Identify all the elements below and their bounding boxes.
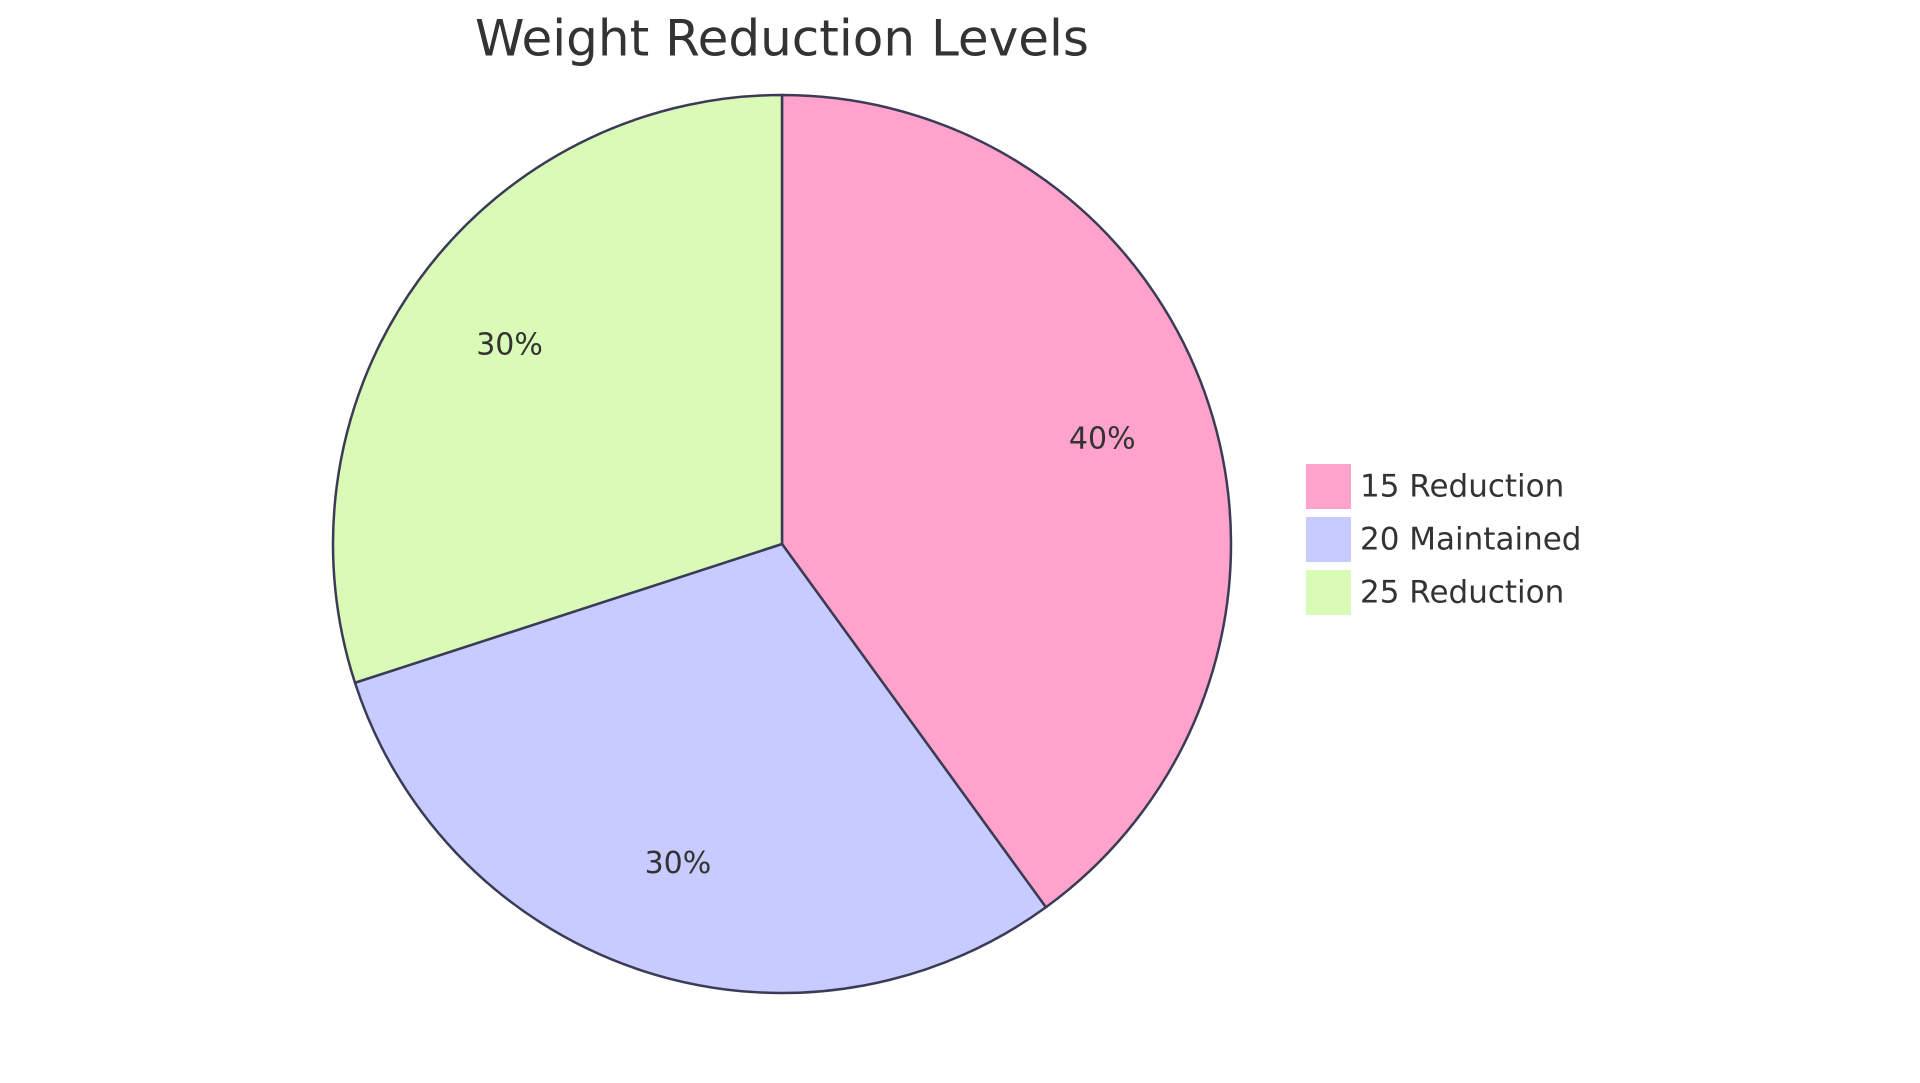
chart-title: Weight Reduction Levels [475,10,1089,68]
pie-slice [780,93,1233,909]
slice-label: 30% [476,328,543,363]
legend-swatch [1306,517,1351,562]
legend-label: 25 Reduction [1360,575,1564,611]
slice-label: 30% [645,846,712,881]
legend-swatch [1306,464,1351,509]
legend-swatch [1306,570,1351,615]
slice-label: 40% [1069,421,1136,456]
pie-slice [331,93,784,685]
pie-slice [353,542,1048,995]
legend-label: 20 Maintained [1360,522,1581,558]
legend-label: 15 Reduction [1360,469,1564,505]
